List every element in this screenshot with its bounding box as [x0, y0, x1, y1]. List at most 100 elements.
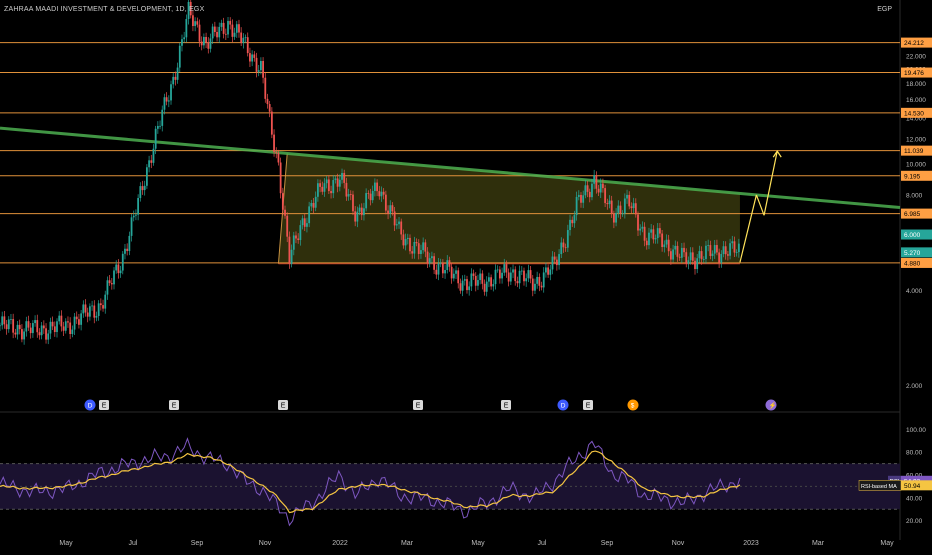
candle-body: [726, 254, 729, 256]
candle-body: [553, 256, 556, 260]
level-tag-0: [901, 37, 932, 48]
candle-body: [582, 195, 585, 203]
level-tag-label-2: 14.530: [904, 110, 924, 117]
candle-body: [698, 251, 701, 259]
candle-body: [711, 253, 714, 257]
candle-body: [588, 191, 591, 198]
price-tag-label-1: 6.000: [904, 232, 921, 239]
currency-label: EGP: [877, 6, 892, 13]
event-marker-8: [627, 399, 639, 411]
earnings-marker-label-1: E: [102, 403, 107, 410]
candle-body: [731, 241, 734, 244]
price-tick-label-6: 14.000: [906, 115, 926, 122]
candle-body: [687, 260, 690, 264]
candle-body: [308, 206, 311, 224]
candle-body: [509, 272, 512, 282]
candle-body: [319, 183, 321, 187]
candle-body: [172, 76, 175, 85]
candle-body: [126, 248, 129, 252]
candle-body: [413, 241, 416, 254]
candle-body: [246, 37, 249, 54]
candle-body: [233, 32, 236, 37]
candle-body: [496, 269, 499, 271]
candle-body: [10, 319, 12, 320]
candle-body: [374, 182, 376, 191]
candle-body: [99, 303, 102, 306]
candle-body: [279, 162, 282, 194]
candle-body: [610, 200, 613, 214]
candle-body: [643, 226, 646, 241]
candle-body: [523, 270, 525, 282]
candle-body: [444, 270, 446, 274]
candle-body: [729, 243, 731, 256]
candle-body: [29, 327, 32, 334]
event-marker-label-6: D: [561, 403, 566, 410]
candle-body: [382, 191, 385, 195]
candle-body: [196, 21, 199, 25]
candle-body: [14, 332, 17, 335]
level-tag-1: [901, 67, 932, 78]
candle-body: [529, 270, 532, 279]
candle-body: [593, 175, 596, 184]
candle-body: [205, 36, 207, 43]
candle-body: [235, 24, 238, 33]
candle-body: [498, 269, 501, 279]
candle-body: [143, 185, 146, 191]
candle-body: [71, 329, 74, 335]
candle-body: [534, 283, 536, 291]
candle-body: [577, 194, 580, 197]
candle-body: [137, 198, 140, 215]
candle-body: [242, 37, 245, 44]
time-axis-label-1: Jul: [129, 540, 138, 547]
candle-body: [420, 250, 422, 254]
candle-body: [341, 172, 343, 180]
candle-body: [483, 283, 486, 292]
candle-body: [42, 325, 45, 329]
level-tag-label-1: 19.476: [904, 70, 924, 77]
candle-body: [240, 32, 243, 44]
candle-body: [558, 254, 560, 266]
candle-body: [404, 239, 407, 246]
candle-body: [40, 325, 43, 336]
candle-body: [257, 70, 260, 72]
candle-body: [518, 270, 521, 284]
candle-body: [102, 305, 104, 309]
price-tick-label-5: 12.000: [906, 137, 926, 144]
candle-body: [724, 246, 727, 255]
candle-body: [599, 183, 602, 193]
candle-body: [656, 228, 659, 239]
candle-body: [330, 191, 332, 194]
candle-body: [584, 185, 587, 196]
candle-body: [422, 242, 425, 251]
time-axis-label-5: Mar: [401, 540, 414, 547]
candle-body: [591, 183, 593, 198]
candle-body: [369, 193, 372, 201]
candle-body: [538, 276, 541, 286]
candle-body: [292, 235, 295, 250]
candle-body: [132, 215, 135, 218]
candle-body: [117, 264, 120, 274]
candle-body: [106, 280, 109, 295]
candle-body: [488, 277, 490, 282]
candle-body: [290, 249, 293, 264]
candle-body: [371, 190, 374, 201]
candle-body: [299, 225, 302, 241]
price-tag-0: [901, 247, 932, 258]
candle-body: [632, 203, 635, 209]
candle-body: [376, 182, 379, 192]
level-tag-label-3: 11.039: [904, 148, 924, 155]
candle-body: [88, 306, 91, 317]
candle-body: [216, 31, 218, 38]
candle-body: [595, 175, 598, 189]
candle-body: [560, 242, 563, 255]
candle-body: [187, 1, 190, 20]
candle-body: [702, 258, 705, 260]
candle-body: [38, 332, 41, 336]
candle-body: [23, 331, 26, 340]
candle-body: [91, 305, 93, 307]
candle-body: [409, 237, 411, 252]
candle-body: [637, 214, 639, 231]
rsi-tick-label-3: 40.00: [906, 495, 923, 502]
candle-body: [709, 245, 712, 257]
